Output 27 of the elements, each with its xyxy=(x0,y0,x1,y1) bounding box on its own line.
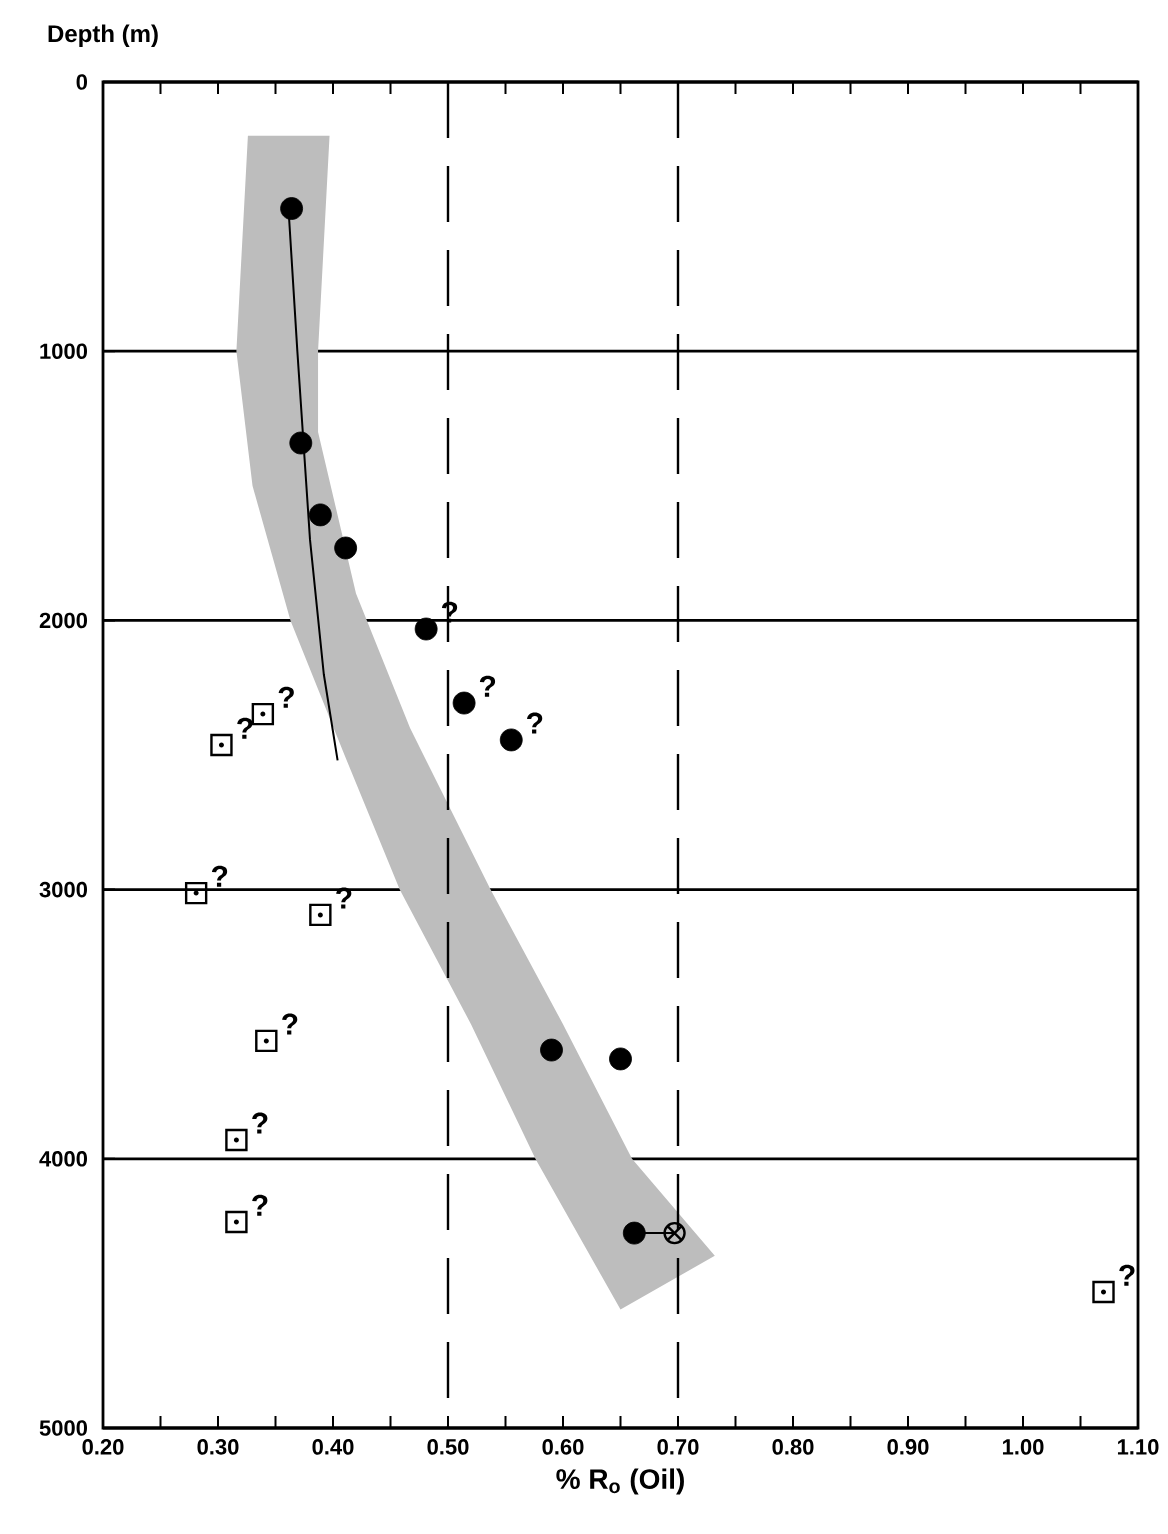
y-tick-label: 0 xyxy=(76,74,88,90)
annotation: ? xyxy=(252,1194,268,1216)
x-tick-label: 0.20 xyxy=(82,1439,124,1455)
x-tick-label: 0.90 xyxy=(887,1439,929,1455)
y-tick-label: 1000 xyxy=(40,343,88,359)
y-tick-label: 3000 xyxy=(39,881,88,898)
annotation: ? xyxy=(278,686,294,708)
x-tick-label: 0.70 xyxy=(657,1439,699,1455)
x-tick-label: 0.40 xyxy=(312,1439,354,1455)
annotation: ? xyxy=(211,865,228,887)
annotation: ? xyxy=(282,1013,298,1035)
annotation: ? xyxy=(237,717,253,739)
annotation: ? xyxy=(1119,1264,1135,1286)
x-tick-label: 0.80 xyxy=(772,1439,814,1455)
x-axis-title: % R$_{o}$ (Oil) xyxy=(556,1468,684,1495)
x-tick-label: 0.60 xyxy=(542,1439,584,1455)
y-axis-title: Depth (m) xyxy=(48,24,158,47)
annotation: ? xyxy=(479,675,496,697)
x-tick-label: 1.10 xyxy=(1117,1439,1159,1455)
x-tick-label: 1.00 xyxy=(1002,1439,1044,1455)
y-tick-label: 4000 xyxy=(39,1151,88,1167)
x-tick-label: 0.30 xyxy=(197,1439,239,1455)
x-tick-label: 0.50 xyxy=(427,1439,469,1455)
annotation: ? xyxy=(252,1112,268,1134)
annotation: ? xyxy=(527,712,543,734)
y-tick-label: 2000 xyxy=(39,612,88,629)
y-tick-label: 5000 xyxy=(39,1420,88,1436)
